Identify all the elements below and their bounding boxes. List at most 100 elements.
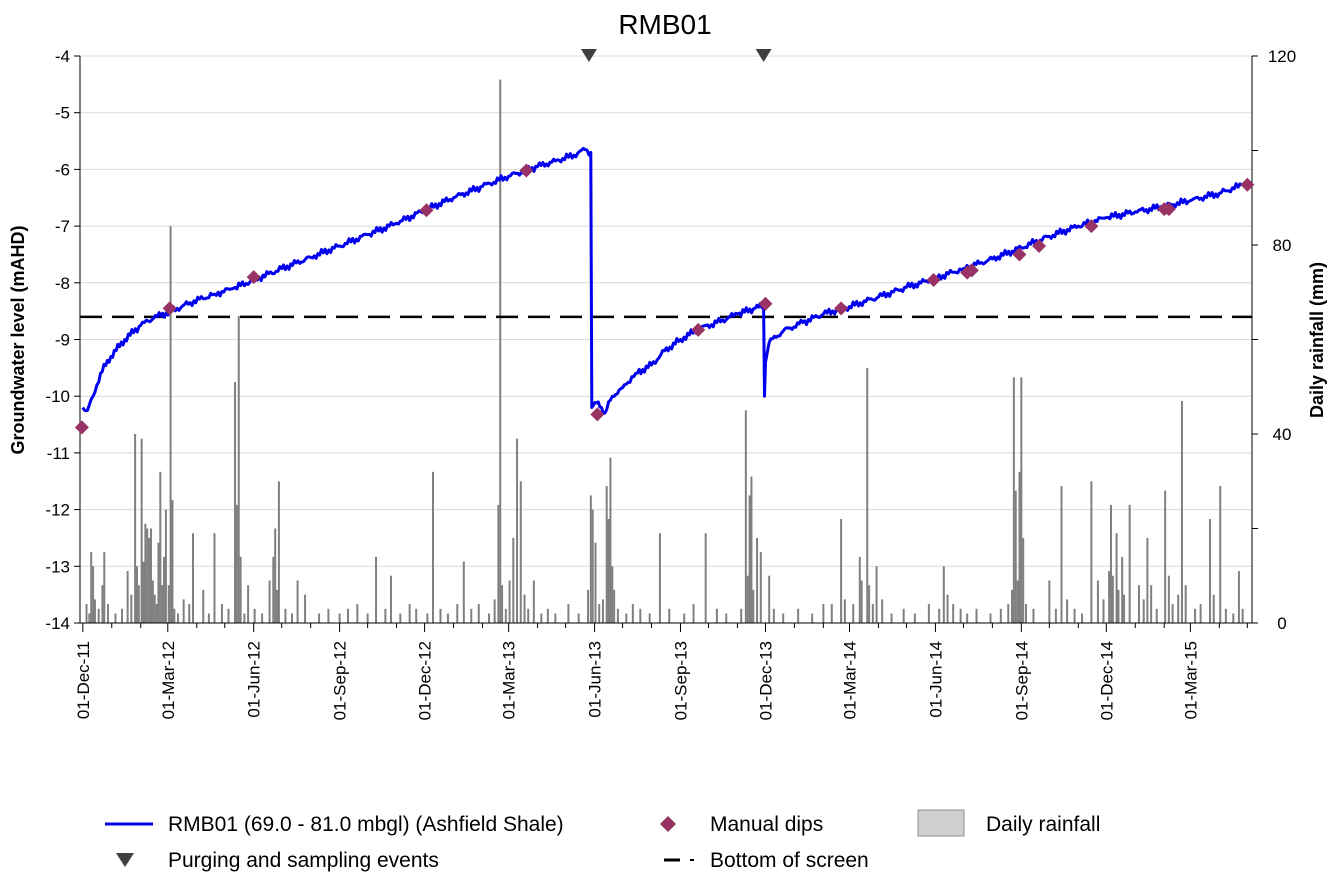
rainfall-bar (488, 613, 491, 623)
rainfall-bar (1022, 537, 1025, 623)
rainfall-bar (171, 500, 174, 623)
legend: RMB01 (69.0 - 81.0 mbgl) (Ashfield Shale… (105, 809, 1100, 872)
manual-dip-marker (926, 272, 941, 287)
rainfall-bar (648, 613, 651, 623)
rainfall-bar (725, 613, 728, 623)
x-tick-label: 01-Dec-12 (416, 641, 435, 720)
rainfall-bar (1180, 400, 1183, 623)
manual-dip-marker (162, 301, 177, 316)
x-tick-label: 01-Jun-14 (926, 641, 945, 718)
rainfall-bar (613, 589, 616, 623)
rainfall-bar (1025, 604, 1028, 623)
rainfall-bar (188, 604, 191, 623)
rainfall-bar (1164, 490, 1167, 623)
rainfall-bar (499, 79, 502, 623)
legend-triangle-swatch (116, 853, 134, 867)
rainfall-bar (598, 604, 601, 623)
rainfall-bar (881, 599, 884, 623)
x-axis-ticks: 01-Dec-11 01-Mar-12 01-Jun-12 01-Sep-12 01-D… (74, 623, 1248, 720)
y-tick-label: -4 (55, 47, 70, 66)
rainfall-bar (740, 608, 743, 623)
rainfall-bar (426, 613, 429, 623)
rainfall-bar (191, 533, 194, 623)
legend-label: Bottom of screen (710, 849, 869, 872)
rainfall-bar (153, 594, 156, 623)
rainfall-bar (975, 608, 978, 623)
rainfall-bar (1167, 575, 1170, 623)
rainfall-bar (327, 608, 330, 623)
rainfall-bar (239, 556, 242, 623)
x-tick-label: 01-Dec-14 (1097, 641, 1116, 720)
rainfall-bar (519, 481, 522, 623)
rainfall-bar (1232, 613, 1235, 623)
groundwater-level-line (81, 146, 1243, 416)
sampling-event-markers (580, 49, 772, 62)
legend-box-swatch (917, 809, 965, 837)
rainfall-bar (587, 589, 590, 623)
y-tick-label: -13 (45, 557, 70, 576)
rainfall-bar (1012, 377, 1015, 623)
rainfall-bar (715, 608, 718, 623)
rainfall-bar (607, 519, 610, 623)
rainfall-bar (577, 613, 580, 623)
rainfall-bar (843, 599, 846, 623)
x-tick-label: 01-Sep-13 (671, 641, 690, 720)
y-axis-title: Groundwater level (mAHD) (8, 225, 28, 454)
rainfall-bar (902, 608, 905, 623)
manual-dip-marker (519, 163, 534, 178)
rainfall-bar (149, 528, 152, 623)
x-tick-label: 01-Jun-12 (245, 641, 264, 718)
rainfall-bar (768, 575, 771, 623)
rainfall-bar (1111, 575, 1114, 623)
rainfall-bar (146, 528, 149, 623)
rainfall-bar (234, 382, 237, 623)
x-tick-label: 01-Jun-13 (586, 641, 605, 718)
rainfall-bar (227, 608, 230, 623)
y2-axis-title: Daily rainfall (mm) (1307, 262, 1327, 418)
rainfall-bar (399, 613, 402, 623)
rainfall-bar (989, 613, 992, 623)
rainfall-bar (173, 608, 176, 623)
rainfall-bar (144, 523, 147, 623)
rainfall-bar (272, 556, 275, 623)
rainfall-bar (625, 613, 628, 623)
rainfall-bar (1194, 608, 1197, 623)
rainfall-bar (97, 608, 100, 623)
rainfall-bar (90, 552, 93, 623)
rainfall-bar (276, 589, 279, 623)
y-tick-label: -8 (55, 274, 70, 293)
rainfall-bar (167, 585, 170, 623)
rainfall-bar (601, 599, 604, 623)
rainfall-bar (1054, 608, 1057, 623)
rainfall-bar (148, 537, 151, 623)
manual-dip-marker (834, 301, 849, 316)
rainfall-bar (1171, 604, 1174, 623)
y-tick-label: -12 (45, 501, 70, 520)
manual-dip-marker (419, 203, 434, 218)
rainfall-bar (1219, 485, 1222, 623)
rainfall-bar (759, 552, 762, 623)
gridlines (80, 55, 1252, 567)
rainfall-bar (1007, 604, 1010, 623)
rainfall-bar (1117, 589, 1120, 623)
rainfall-bar (840, 519, 843, 623)
rainfall-bar (284, 608, 287, 623)
rainfall-bar (277, 481, 280, 623)
rainfall-bar (274, 528, 277, 623)
manual-dips-markers (74, 163, 1255, 435)
rainfall-bar (752, 589, 755, 623)
y2-tick-label: 40 (1273, 425, 1292, 444)
rainfall-bar (946, 594, 949, 623)
rainfall-bar (523, 594, 526, 623)
rainfall-bar (114, 613, 117, 623)
legend-label: Daily rainfall (986, 813, 1100, 836)
manual-dip-marker (964, 263, 979, 278)
rainfall-bar (594, 542, 597, 623)
left-axis-ticks: -4 -5 -6 -7 -8 -9 -10 -11 -12 -13 -14 (45, 47, 80, 633)
rainfall-bar (546, 608, 549, 623)
manual-dip-marker (1084, 219, 1099, 234)
rainfall-bar (756, 537, 759, 623)
rainfall-bar (1108, 571, 1111, 623)
rainfall-bar (318, 613, 321, 623)
rainfall-bar (92, 566, 95, 623)
